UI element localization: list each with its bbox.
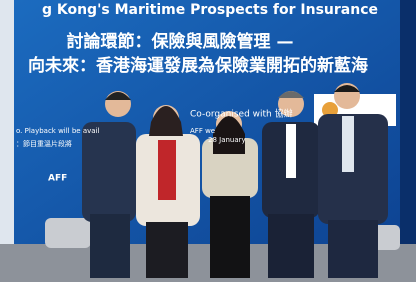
title-zh-2: 向未來：香港海運發展為保險業開拓的新藍海 <box>28 55 368 76</box>
notice-zh: ：節目重溫片段將 <box>16 139 72 148</box>
page: {"banner": {"title_en": "g Kong's Mariti… <box>0 0 416 282</box>
left-edge <box>0 0 14 282</box>
logo-text: AFF <box>48 174 67 184</box>
co-organised: Co-organised with 協辦 <box>190 108 293 120</box>
title-en: g Kong's Maritime Prospects for Insuranc… <box>42 2 378 18</box>
photo: g Kong's Maritime Prospects for Insuranc… <box>0 0 416 282</box>
title-zh-1: 討論環節：保險與風險管理 — <box>67 31 294 52</box>
notice-en: o. Playback will be avail <box>16 127 99 135</box>
chair <box>45 218 91 248</box>
notice-en-2: AFF we <box>190 127 215 135</box>
right-edge <box>400 0 416 282</box>
notice-date: 28 January <box>208 136 246 144</box>
